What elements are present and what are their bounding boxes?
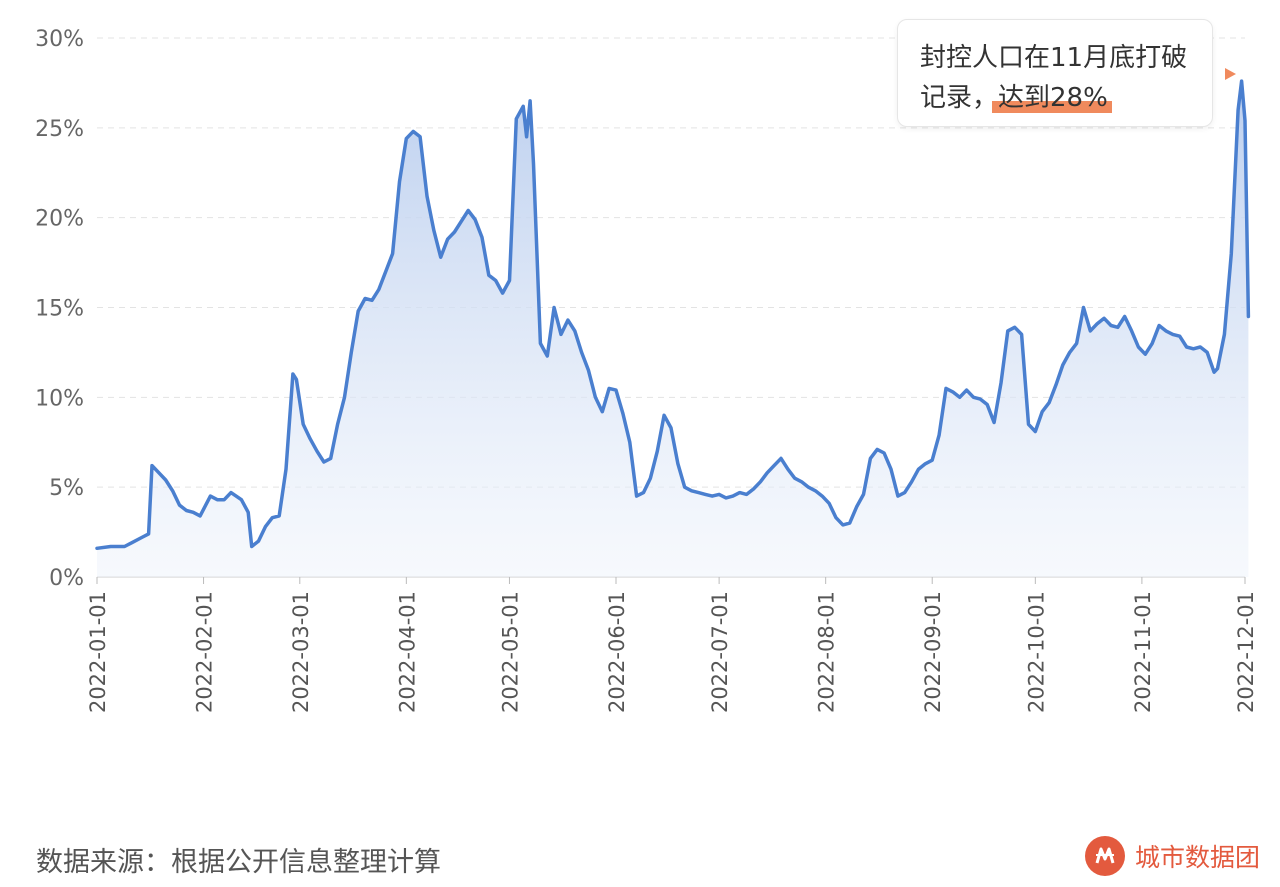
y-tick-label: 15%: [35, 297, 84, 322]
annotation-callout: 封控人口在11月底打破 记录，达到28%: [897, 19, 1213, 127]
y-axis: 0% 5% 10% 15% 20% 25% 30%: [35, 27, 84, 591]
series-line: [95, 79, 1251, 551]
x-tick-label: 2022-10-01: [1024, 591, 1048, 713]
peak-marker-icon: [1225, 68, 1236, 80]
x-tick-label: 2022-08-01: [815, 591, 839, 713]
x-axis: 2022-01-01 2022-02-01 2022-03-01 2022-04-01…: [86, 577, 1258, 713]
x-tick-label: 2022-06-01: [605, 591, 629, 713]
x-tick-label: 2022-07-01: [708, 591, 732, 713]
y-tick-label: 10%: [35, 386, 84, 411]
y-tick-label: 20%: [35, 207, 84, 232]
x-tick-label: 2022-02-01: [193, 591, 217, 713]
x-tick-label: 2022-11-01: [1131, 591, 1155, 713]
logo-glyph-icon: [1095, 847, 1115, 864]
y-tick-label: 30%: [35, 27, 84, 52]
series-area: [97, 81, 1249, 577]
x-tick-label: 2022-09-01: [921, 591, 945, 713]
annotation-line-2: 记录，达到28%: [920, 78, 1192, 118]
brand-name: 城市数据团: [1134, 843, 1260, 872]
annotation-text: 记录，: [920, 83, 999, 113]
x-tick-label: 2022-03-01: [289, 591, 313, 713]
annotation-highlight: 达到28%: [998, 83, 1108, 113]
x-tick-label: 2022-04-01: [395, 591, 419, 713]
y-tick-label: 0%: [49, 566, 84, 591]
x-tick-label: 2022-05-01: [498, 591, 522, 713]
brand: 城市数据团: [1084, 836, 1260, 876]
y-tick-label: 25%: [35, 117, 84, 142]
annotation-line-1: 封控人口在11月底打破: [920, 43, 1188, 73]
x-tick-label: 2022-01-01: [86, 591, 110, 713]
x-tick-label: 2022-12-01: [1234, 591, 1258, 713]
brand-logo-icon: [1084, 836, 1125, 876]
data-source-note: 数据来源：根据公开信息整理计算: [36, 847, 441, 878]
y-tick-label: 5%: [49, 476, 84, 501]
line-chart: 0% 5% 10% 15% 20% 25% 30% 2022-01-01 2022-02-01…: [35, 27, 1258, 713]
